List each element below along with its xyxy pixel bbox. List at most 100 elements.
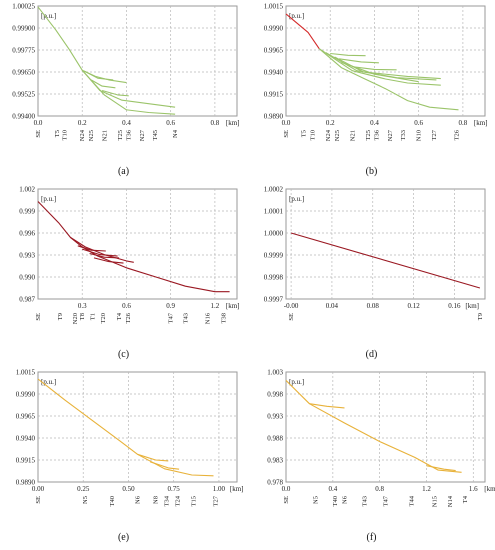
node-label: T9 <box>57 313 64 320</box>
series-line <box>137 453 169 462</box>
y-tick-label: 0.9940 <box>264 69 284 77</box>
node-label: N4 <box>172 129 179 138</box>
y-tick-label: 0.9890 <box>16 479 36 487</box>
node-label: N24 <box>79 129 86 141</box>
series-line <box>309 403 345 409</box>
node-label: T5 <box>301 130 308 137</box>
series-line <box>339 58 379 64</box>
node-label: N20 <box>72 313 79 324</box>
node-label: T8 <box>79 313 86 320</box>
y-tick-label: 0.99900 <box>12 25 35 33</box>
series-line <box>341 61 419 83</box>
node-label: N8 <box>153 496 160 504</box>
plot-frame <box>37 5 238 117</box>
node-label: SE <box>35 496 42 504</box>
series-line <box>285 380 462 473</box>
node-label: T10 <box>62 130 69 140</box>
node-label: T20 <box>100 313 107 323</box>
series-line <box>77 245 106 252</box>
x-tick-label: 0.75 <box>168 485 181 493</box>
y-tick-label: 0.990 <box>19 274 35 282</box>
node-label: SE <box>283 130 290 138</box>
node-label: T45 <box>152 130 159 140</box>
y-tick-label: 0.9915 <box>16 457 36 465</box>
x-unit-label: [km] <box>474 119 488 127</box>
node-label: N27 <box>387 129 394 141</box>
caption-b: (b) <box>365 166 378 177</box>
node-label: N25 <box>334 130 341 141</box>
y-tick-label: 0.998 <box>267 391 283 399</box>
y-tick-label: 0.99400 <box>12 113 35 121</box>
x-unit-label: [km] <box>484 485 495 493</box>
x-tick-label: 0.00 <box>32 485 45 493</box>
chart-panel-c: 1.002 0.999 0.996 0.993 0.990 0.987 0.3 0.6 0.9 1… <box>0 183 247 366</box>
node-label: T4 <box>116 312 123 320</box>
node-label: N27 <box>139 129 146 141</box>
y-tick-label: 1.003 <box>267 369 283 377</box>
caption-e: (e) <box>117 532 130 543</box>
node-label: N21 <box>101 130 108 141</box>
series-line <box>352 66 397 71</box>
node-label: T4 <box>462 495 469 503</box>
y-axis-label: [p.u.] <box>41 195 56 203</box>
y-tick-label: 0.999 <box>19 208 35 216</box>
x-tick-label: 0.8 <box>211 119 220 127</box>
series-line <box>81 69 176 108</box>
x-tick-label: 0.25 <box>77 485 90 493</box>
y-tick-label: 1.0015 <box>16 369 36 377</box>
y-tick-label: 0.983 <box>267 457 283 465</box>
x-tick-label: 1.2 <box>422 485 431 493</box>
node-label: T27 <box>431 129 438 140</box>
node-label: N21 <box>349 130 356 141</box>
node-label: T15 <box>191 496 198 506</box>
x-tick-label: 0.16 <box>448 302 461 310</box>
series-line <box>90 79 116 89</box>
chart-e: 1.0015 0.9990 0.9965 0.9940 0.9915 0.98900.00… <box>16 369 244 507</box>
x-tick-label: 1.6 <box>469 485 478 493</box>
node-label: N5 <box>82 496 89 504</box>
node-label: T43 <box>361 496 368 506</box>
plot-frame <box>37 371 238 483</box>
node-label: N24 <box>325 129 332 141</box>
y-tick-label: 0.9999 <box>264 252 284 260</box>
caption-c: (c) <box>117 349 130 360</box>
chart-a: 1.00025 0.99900 0.99775 0.99650 0.99525 0.994… <box>12 3 239 142</box>
series-line <box>290 232 481 289</box>
y-tick-label: 0.978 <box>267 479 283 487</box>
node-label: N25 <box>88 130 95 141</box>
node-label: N10 <box>416 130 423 141</box>
series-line <box>150 461 180 470</box>
node-label: T40 <box>332 496 339 506</box>
y-tick-label: 0.9990 <box>264 25 284 33</box>
x-tick-label: 0.2 <box>326 119 335 127</box>
x-tick-label: 0.04 <box>326 302 339 310</box>
y-tick-label: 0.99525 <box>12 91 35 99</box>
y-tick-label: 0.988 <box>267 435 283 443</box>
series-line <box>426 465 456 472</box>
x-tick-label: 0.12 <box>407 302 420 310</box>
node-label: T38 <box>221 313 228 323</box>
y-tick-label: 1.0001 <box>264 208 284 216</box>
series-line <box>285 13 320 50</box>
series-line <box>318 48 441 86</box>
series-line <box>89 252 120 259</box>
y-tick-label: 0.9965 <box>264 47 284 55</box>
y-tick-label: 0.9998 <box>264 274 284 282</box>
node-label: T47 <box>383 495 390 506</box>
node-label: N14 <box>447 495 454 507</box>
node-label: T27 <box>212 495 219 506</box>
x-tick-label: 0.6 <box>414 119 423 127</box>
chart-panel-a: 1.00025 0.99900 0.99775 0.99650 0.99525 0.994… <box>0 0 247 183</box>
y-tick-label: 0.9890 <box>264 113 284 121</box>
caption-d: (d) <box>365 349 378 360</box>
node-label: N5 <box>312 496 319 504</box>
node-label: T40 <box>109 496 116 506</box>
plot-frame <box>285 5 486 117</box>
series-line <box>82 248 118 257</box>
y-tick-label: 1.0015 <box>264 3 284 11</box>
x-tick-label: 0.8 <box>459 119 468 127</box>
y-tick-label: 1.00025 <box>12 3 35 11</box>
node-label: T26 <box>453 129 460 140</box>
